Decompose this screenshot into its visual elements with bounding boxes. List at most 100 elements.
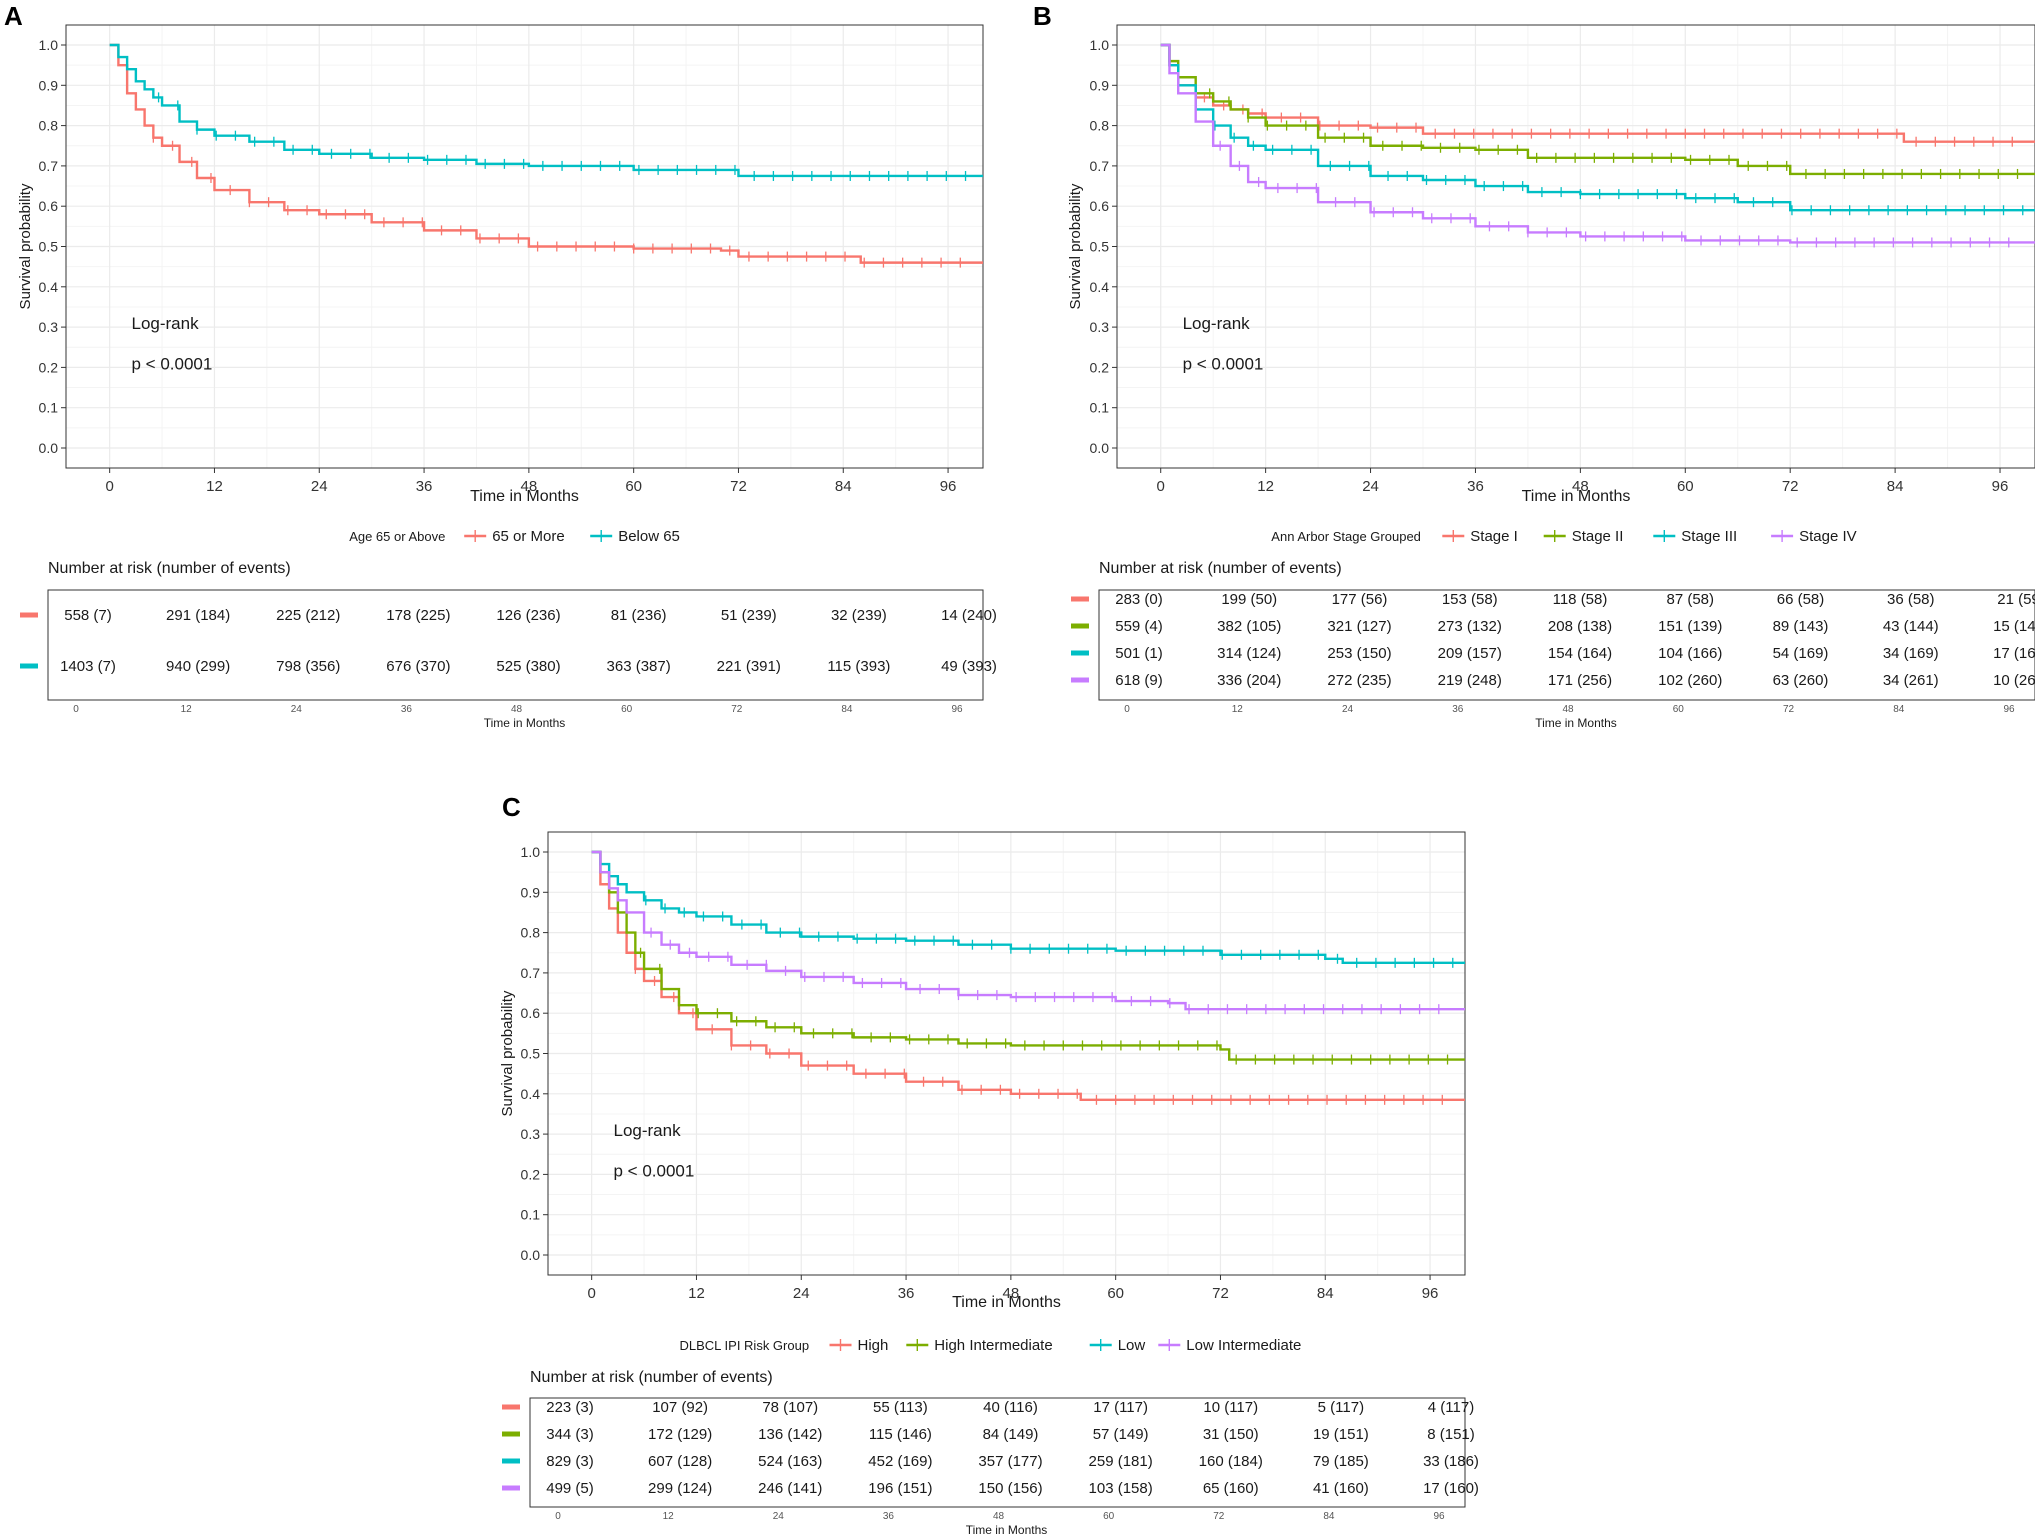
risk-time-tick-label: 48 bbox=[1562, 704, 1574, 715]
risk-time-tick-label: 84 bbox=[841, 704, 853, 715]
risk-cell: 107 (92) bbox=[652, 1399, 708, 1416]
risk-cell: 1403 (7) bbox=[60, 658, 116, 675]
x-tick-label: 60 bbox=[1677, 478, 1694, 495]
risk-cell: 78 (107) bbox=[762, 1399, 818, 1416]
x-tick-label: 84 bbox=[1317, 1285, 1334, 1302]
risk-table-box bbox=[529, 1397, 1466, 1508]
risk-cell: 136 (142) bbox=[758, 1426, 822, 1443]
risk-x-axis-label: Time in Months bbox=[966, 1523, 1048, 1537]
risk-time-tick-label: 36 bbox=[883, 1511, 895, 1522]
survival-curve-0 bbox=[591, 850, 1465, 1102]
risk-cell: 54 (169) bbox=[1773, 645, 1829, 662]
risk-x-axis-label: Time in Months bbox=[484, 716, 566, 730]
y-axis-label: Survival probability bbox=[499, 990, 516, 1116]
y-tick-label: 0.3 bbox=[1090, 319, 1110, 335]
risk-cell: 36 (58) bbox=[1887, 591, 1935, 608]
x-tick-label: 96 bbox=[940, 478, 957, 495]
risk-time-tick-label: 72 bbox=[1213, 1511, 1225, 1522]
risk-cell: 171 (256) bbox=[1548, 672, 1612, 689]
x-tick-label: 84 bbox=[1887, 478, 1904, 495]
risk-time-tick-label: 24 bbox=[291, 704, 303, 715]
risk-cell: 17 (117) bbox=[1093, 1399, 1148, 1416]
risk-time-tick-label: 12 bbox=[663, 1511, 675, 1522]
risk-cell: 31 (150) bbox=[1203, 1426, 1259, 1443]
risk-cell: 126 (236) bbox=[496, 607, 560, 624]
risk-cell: 103 (158) bbox=[1089, 1480, 1153, 1497]
risk-cell: 178 (225) bbox=[386, 607, 450, 624]
risk-cell: 102 (260) bbox=[1658, 672, 1722, 689]
y-tick-label: 0.4 bbox=[39, 279, 59, 295]
y-tick-label: 0.3 bbox=[521, 1126, 541, 1142]
x-tick-label: 36 bbox=[898, 1285, 915, 1302]
risk-cell: 272 (235) bbox=[1327, 672, 1391, 689]
risk-cell: 336 (204) bbox=[1217, 672, 1281, 689]
risk-cell: 829 (3) bbox=[546, 1453, 594, 1470]
risk-time-tick-label: 12 bbox=[181, 704, 193, 715]
risk-cell: 115 (146) bbox=[869, 1426, 932, 1443]
risk-time-tick-label: 84 bbox=[1323, 1511, 1335, 1522]
risk-cell: 196 (151) bbox=[868, 1480, 932, 1497]
risk-cell: 259 (181) bbox=[1089, 1453, 1153, 1470]
legend: DLBCL IPI Risk Group High High Intermediat… bbox=[680, 1337, 1302, 1354]
risk-cell: 499 (5) bbox=[546, 1480, 594, 1497]
y-tick-label: 0.2 bbox=[39, 359, 59, 375]
risk-time-tick-label: 84 bbox=[1893, 704, 1905, 715]
survival-curve-1 bbox=[109, 43, 983, 178]
x-tick-label: 12 bbox=[206, 478, 223, 495]
legend-title: Age 65 or Above bbox=[349, 529, 445, 544]
y-tick-label: 0.5 bbox=[39, 239, 59, 255]
risk-cell: 208 (138) bbox=[1548, 618, 1612, 635]
risk-table: Number at risk (number of events) 283 (0)… bbox=[1071, 560, 2035, 730]
risk-cell: 43 (144) bbox=[1883, 618, 1939, 635]
risk-cell: 246 (141) bbox=[758, 1480, 822, 1497]
risk-cell: 452 (169) bbox=[868, 1453, 932, 1470]
test-name-label: Log-rank bbox=[1183, 314, 1251, 333]
x-tick-label: 48 bbox=[521, 478, 538, 495]
survival-curve-2 bbox=[591, 850, 1465, 965]
legend-item-label: Stage III bbox=[1681, 528, 1737, 545]
panel-a: A 0.0 0.1 0.2 0.3 0.4 0.5 0.6 0.7 0.8 0.9 1.0 0 12 24 3… bbox=[4, 1, 997, 730]
legend-item-label: High Intermediate bbox=[934, 1337, 1052, 1354]
y-tick-label: 0.1 bbox=[1090, 400, 1110, 416]
risk-cell: 153 (58) bbox=[1442, 591, 1498, 608]
test-name-label: Log-rank bbox=[132, 314, 200, 333]
x-tick-label: 72 bbox=[1212, 1285, 1229, 1302]
risk-cell: 291 (184) bbox=[166, 607, 230, 624]
risk-cell: 32 (239) bbox=[831, 607, 887, 624]
x-tick-label: 24 bbox=[311, 478, 328, 495]
x-tick-label: 36 bbox=[416, 478, 433, 495]
risk-cell: 221 (391) bbox=[717, 658, 781, 675]
legend-item-label: Stage I bbox=[1470, 528, 1518, 545]
risk-cell: 55 (113) bbox=[873, 1399, 928, 1416]
y-tick-label: 0.7 bbox=[39, 158, 59, 174]
y-tick-label: 0.9 bbox=[521, 884, 541, 900]
risk-cell: 66 (58) bbox=[1777, 591, 1825, 608]
risk-time-tick-label: 0 bbox=[73, 704, 79, 715]
legend-title: DLBCL IPI Risk Group bbox=[680, 1338, 810, 1353]
legend: Age 65 or Above 65 or More Below 65 bbox=[349, 528, 680, 545]
risk-cell: 33 (186) bbox=[1423, 1453, 1479, 1470]
risk-time-tick-label: 12 bbox=[1232, 704, 1244, 715]
risk-table-title: Number at risk (number of events) bbox=[530, 1369, 773, 1386]
risk-cell: 49 (393) bbox=[941, 658, 997, 675]
risk-time-tick-label: 60 bbox=[1103, 1511, 1115, 1522]
risk-cell: 209 (157) bbox=[1438, 645, 1502, 662]
risk-time-tick-label: 96 bbox=[1433, 1511, 1445, 1522]
risk-cell: 283 (0) bbox=[1115, 591, 1163, 608]
risk-cell: 299 (124) bbox=[648, 1480, 712, 1497]
risk-time-tick-label: 60 bbox=[621, 704, 633, 715]
risk-cell: 314 (124) bbox=[1217, 645, 1281, 662]
y-tick-label: 0.5 bbox=[1090, 239, 1110, 255]
y-tick-label: 0.0 bbox=[39, 440, 59, 456]
y-tick-label: 0.8 bbox=[521, 925, 541, 941]
risk-cell: 79 (185) bbox=[1313, 1453, 1369, 1470]
x-tick-label: 0 bbox=[1157, 478, 1165, 495]
risk-table-box bbox=[1098, 589, 2035, 701]
legend-item-label: Below 65 bbox=[618, 528, 680, 545]
risk-time-tick-label: 72 bbox=[731, 704, 743, 715]
x-tick-label: 96 bbox=[1422, 1285, 1439, 1302]
risk-table: Number at risk (number of events) 558 (7)… bbox=[20, 560, 997, 730]
risk-cell: 253 (150) bbox=[1327, 645, 1391, 662]
y-tick-label: 0.4 bbox=[1090, 279, 1110, 295]
